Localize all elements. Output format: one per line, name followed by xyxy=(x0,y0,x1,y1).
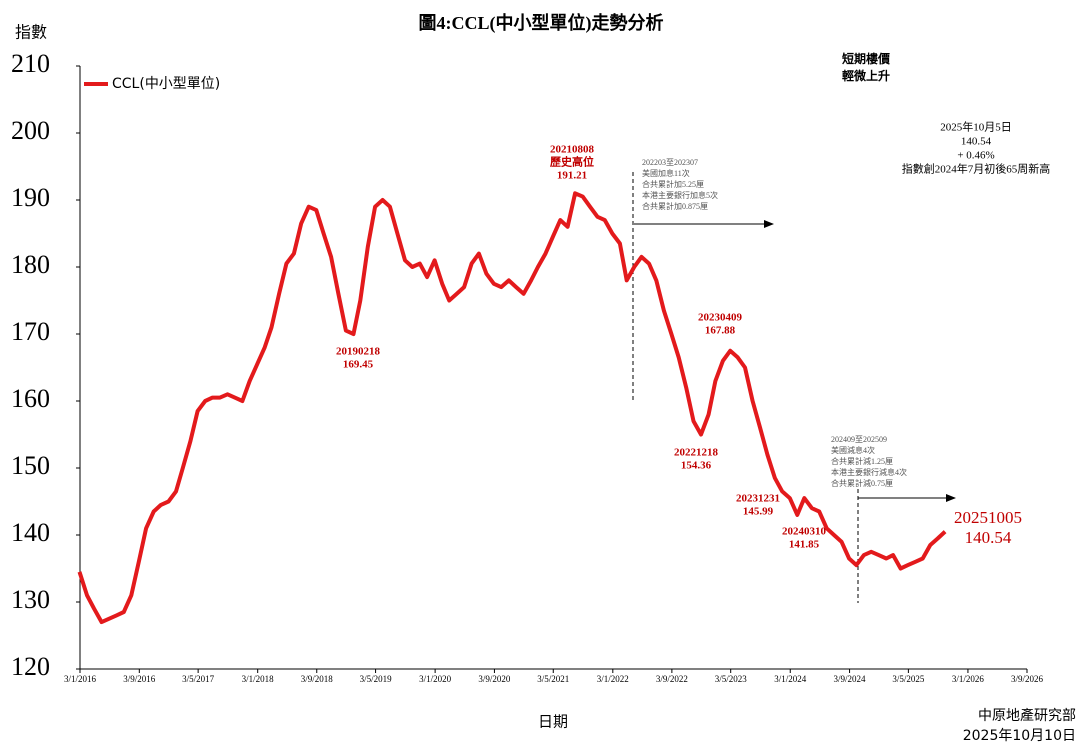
annotation: 202409至202509 xyxy=(831,435,887,444)
y-tick-label: 150 xyxy=(11,451,50,480)
annotation: 20190218 xyxy=(336,346,381,358)
annotation: 歷史高位 xyxy=(550,155,594,169)
annotation: 指數創2024年7月初後65周新高 xyxy=(902,162,1051,176)
annotation: 20230409 xyxy=(698,312,743,324)
annotation: 202203至202307 xyxy=(642,158,698,167)
x-tick-label: 3/5/2017 xyxy=(182,674,215,684)
annotation: 191.21 xyxy=(557,170,587,182)
x-tick-label: 3/1/2022 xyxy=(597,674,629,684)
annotation: 合共累計加5.25厘 xyxy=(642,179,704,189)
x-tick-label: 3/9/2026 xyxy=(1011,674,1044,684)
annotation: 本港主要銀行減息4次 xyxy=(831,467,907,477)
x-tick-label: 3/1/2018 xyxy=(242,674,275,684)
source-date: 2025年10月10日 xyxy=(963,728,1076,744)
annotation: 20221218 xyxy=(674,447,719,459)
annotation: 合共累計減1.25厘 xyxy=(831,456,893,466)
y-tick-label: 190 xyxy=(11,183,50,212)
annotation: 141.85 xyxy=(789,539,820,551)
x-tick-label: 3/9/2018 xyxy=(301,674,334,684)
annotation: 140.54 xyxy=(961,136,992,148)
annotation: 合共累計減0.75厘 xyxy=(831,478,893,488)
x-tick-label: 3/1/2016 xyxy=(64,674,97,684)
y-tick-label: 120 xyxy=(11,652,50,681)
annotation: 美國加息11次 xyxy=(642,168,690,178)
annotation: 美國減息4次 xyxy=(831,445,875,455)
annotation: 167.88 xyxy=(705,325,736,337)
y-tick-label: 130 xyxy=(11,585,50,614)
chart-title: 圖4:CCL(中小型單位)走勢分析 xyxy=(419,12,664,34)
annotation: 20231231 xyxy=(736,493,780,505)
series-line xyxy=(77,191,947,625)
y-tick-label: 160 xyxy=(11,384,50,413)
y-tick-label: 210 xyxy=(11,49,50,78)
x-axis-label: 日期 xyxy=(538,713,568,731)
annotation: 20251005 xyxy=(954,508,1022,527)
x-tick-label: 3/9/2022 xyxy=(656,674,688,684)
y-axis-label: 指數 xyxy=(15,23,47,42)
x-tick-label: 3/5/2025 xyxy=(892,674,925,684)
source: 中原地產研究部 xyxy=(978,707,1076,724)
y-tick-label: 200 xyxy=(11,116,50,145)
annotation: 145.99 xyxy=(743,506,774,518)
annotation: + 0.46% xyxy=(957,150,994,162)
annotation: 輕微上升 xyxy=(842,68,890,83)
y-tick-label: 180 xyxy=(11,250,50,279)
x-tick-label: 3/9/2016 xyxy=(123,674,156,684)
x-tick-label: 3/9/2020 xyxy=(478,674,511,684)
x-tick-label: 3/5/2021 xyxy=(537,674,569,684)
x-tick-label: 3/9/2024 xyxy=(834,674,867,684)
annotation: 本港主要銀行加息5次 xyxy=(642,190,718,200)
x-tick-label: 3/5/2019 xyxy=(360,674,393,684)
x-tick-label: 3/5/2023 xyxy=(715,674,748,684)
annotation: 短期樓價 xyxy=(842,51,891,66)
x-tick-label: 3/1/2026 xyxy=(952,674,985,684)
y-tick-label: 140 xyxy=(11,518,50,547)
annotation: 154.36 xyxy=(681,460,712,472)
legend-label: CCL(中小型單位) xyxy=(112,76,220,92)
annotation: 合共累計加0.875厘 xyxy=(642,201,708,211)
y-tick-label: 170 xyxy=(11,317,50,346)
annotation: 140.54 xyxy=(965,528,1012,547)
annotation: 20210808 xyxy=(550,144,595,156)
annotation: 169.45 xyxy=(343,359,374,371)
annotation: 20240310 xyxy=(782,526,827,538)
annotation: 2025年10月5日 xyxy=(940,120,1012,134)
x-tick-label: 3/1/2024 xyxy=(774,674,807,684)
x-tick-label: 3/1/2020 xyxy=(419,674,452,684)
